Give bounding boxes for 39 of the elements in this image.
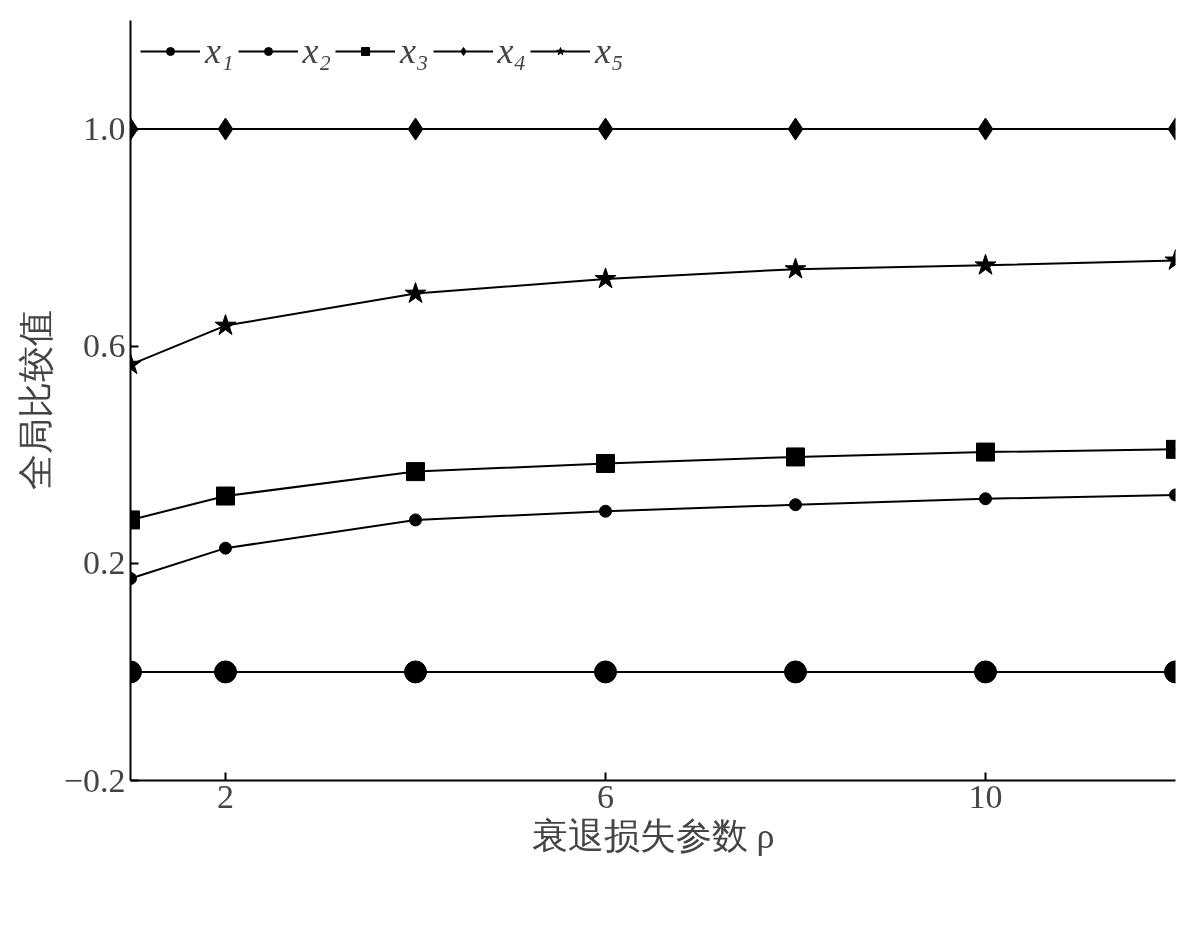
point [974, 253, 997, 275]
point [787, 117, 804, 141]
y-tick-label: 1.0 [83, 110, 126, 148]
point [979, 492, 992, 506]
x-tick-label: 6 [597, 777, 614, 815]
point [594, 267, 617, 289]
point [404, 282, 427, 303]
y-tick-label: −0.2 [63, 761, 126, 799]
x-axis-title: 衰退损失参数 ρ [531, 815, 775, 856]
point [409, 513, 422, 527]
y-tick-label: 0.2 [83, 544, 126, 582]
point [784, 660, 807, 684]
point [784, 257, 807, 279]
legend-label: x₃ [400, 30, 429, 72]
point [219, 541, 232, 555]
point [406, 462, 425, 482]
x-tick-label: 2 [217, 777, 234, 815]
point [976, 442, 995, 462]
point [599, 504, 612, 518]
point [597, 117, 614, 141]
point [594, 660, 617, 684]
point [216, 486, 235, 506]
legend-label: x₄ [497, 30, 526, 72]
x-tick-label: 10 [968, 777, 1003, 815]
point [786, 447, 805, 467]
legend-label: x₂ [302, 30, 331, 72]
point [214, 314, 237, 335]
y-axis-title: 全局比较值 [15, 310, 56, 491]
point [977, 117, 994, 141]
point [404, 660, 427, 684]
y-tick-label: 0.6 [83, 327, 126, 365]
legend-label: x₁ [205, 30, 234, 72]
point [974, 660, 997, 684]
point [214, 660, 237, 684]
point [407, 117, 424, 141]
point [789, 498, 802, 512]
point [596, 453, 615, 473]
legend-label: x₅ [595, 30, 624, 72]
point [217, 117, 234, 141]
